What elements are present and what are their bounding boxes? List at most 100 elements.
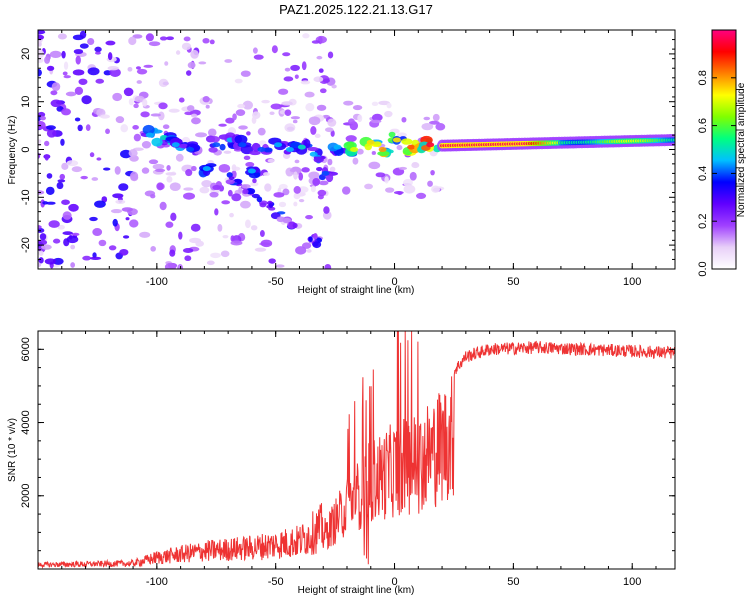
heatmap-cell (82, 255, 92, 261)
heatmap-cell (50, 99, 62, 108)
heatmap-cell (112, 218, 118, 227)
heatmap-cell (385, 187, 395, 193)
heatmap-cell (217, 223, 223, 232)
heatmap-cell (209, 136, 220, 143)
heatmap-cell (304, 91, 315, 98)
heatmap-cell (283, 76, 294, 82)
heatmap-cell (159, 36, 168, 41)
heatmap-cell (214, 208, 219, 216)
heatmap-cell (302, 33, 310, 39)
heatmap-cell (321, 170, 330, 176)
heatmap-cell (50, 90, 58, 96)
heatmap-cell (227, 189, 233, 197)
heatmap-cell (278, 201, 287, 208)
heatmap-cell (316, 104, 327, 111)
heatmap-cell (312, 177, 321, 186)
heatmap-cell (133, 133, 141, 142)
heatmap-cell (232, 113, 237, 121)
heatmap-cell (130, 171, 139, 181)
heatmap-cell (94, 200, 106, 208)
heatmap-cell (98, 239, 107, 247)
heatmap-cell (133, 103, 139, 109)
heatmap-cell (57, 33, 67, 40)
heatmap-cell (44, 140, 50, 147)
heatmap-cell (270, 103, 283, 110)
heatmap-cell (368, 161, 381, 170)
heatmap-cell (343, 100, 354, 106)
heatmap-cell (209, 39, 215, 45)
heatmap-cell (121, 207, 134, 212)
heatmap-cell (231, 164, 237, 172)
heatmap-cell (329, 166, 336, 173)
heatmap-cell (319, 88, 327, 94)
y-tick-label: 2000 (20, 484, 32, 508)
heatmap-cell (430, 170, 435, 176)
heatmap-cell (221, 200, 231, 205)
heatmap-cell (239, 200, 251, 209)
y-tick-label: 0 (20, 146, 32, 152)
heatmap-cell (267, 158, 275, 163)
heatmap-cell (61, 162, 69, 171)
heatmap-cell (77, 124, 83, 132)
heatmap-cell (371, 101, 379, 107)
heatmap-cell (59, 173, 66, 180)
heatmap-cell (128, 149, 138, 157)
heatmap-cell (294, 74, 299, 79)
heatmap-cell (150, 113, 162, 117)
heatmap-cell (46, 129, 57, 138)
heatmap-cell (171, 142, 180, 148)
heatmap-cell (165, 221, 174, 228)
heatmap-cell (46, 125, 56, 130)
heatmap-cell (95, 51, 101, 55)
heatmap-cell (38, 68, 42, 77)
heatmap-cell (38, 139, 42, 144)
heatmap-cell (252, 178, 257, 184)
heatmap-cell (186, 105, 195, 112)
heatmap-cell (191, 165, 197, 172)
heatmap-cell (184, 111, 194, 116)
heatmap-cell (44, 154, 49, 161)
heatmap-cell (80, 175, 88, 180)
heatmap-cell (107, 65, 119, 71)
heatmap-cell (52, 257, 64, 265)
heatmap-cell (313, 76, 324, 83)
heatmap-cell (366, 139, 375, 145)
heatmap-cell (94, 46, 102, 53)
heatmap-cell (95, 78, 105, 84)
heatmap-cell (195, 132, 208, 138)
heatmap-cell (398, 166, 408, 170)
heatmap-cell (396, 144, 403, 151)
colorbar-label: Normalized spectral amplitude (736, 82, 747, 217)
heatmap-cell (68, 203, 79, 212)
heatmap-cell (245, 219, 251, 229)
heatmap-cell (384, 110, 393, 118)
heatmap-cell (165, 172, 177, 176)
y-tick-label: -10 (20, 189, 32, 205)
heatmap-cell (308, 236, 313, 243)
heatmap-cell (57, 224, 65, 230)
heatmap-cell (191, 117, 201, 125)
heatmap-cell (135, 66, 142, 70)
heatmap-cell (71, 166, 83, 173)
snr-series-line (38, 331, 675, 569)
heatmap-cell (411, 162, 420, 169)
heatmap-cell (261, 99, 270, 104)
heatmap-cell (141, 167, 150, 174)
heatmap-cell (333, 144, 342, 150)
heatmap-cell (115, 199, 126, 204)
heatmap-cell (134, 95, 145, 103)
heatmap-cell (250, 225, 258, 231)
heatmap-cell (72, 69, 85, 76)
colorbar-ticks: 0.0 0.2 0.4 0.6 0.8 (697, 70, 736, 277)
heatmap-cell (281, 101, 293, 106)
heatmap-cell (222, 234, 229, 239)
heatmap-cell (114, 166, 121, 175)
heatmap-cell (317, 189, 327, 197)
heatmap-cell (38, 190, 45, 195)
heatmap-cell (105, 40, 116, 46)
heatmap-cell (238, 186, 243, 194)
y-tick-label: -20 (20, 237, 32, 253)
heatmap-cell (208, 128, 217, 137)
